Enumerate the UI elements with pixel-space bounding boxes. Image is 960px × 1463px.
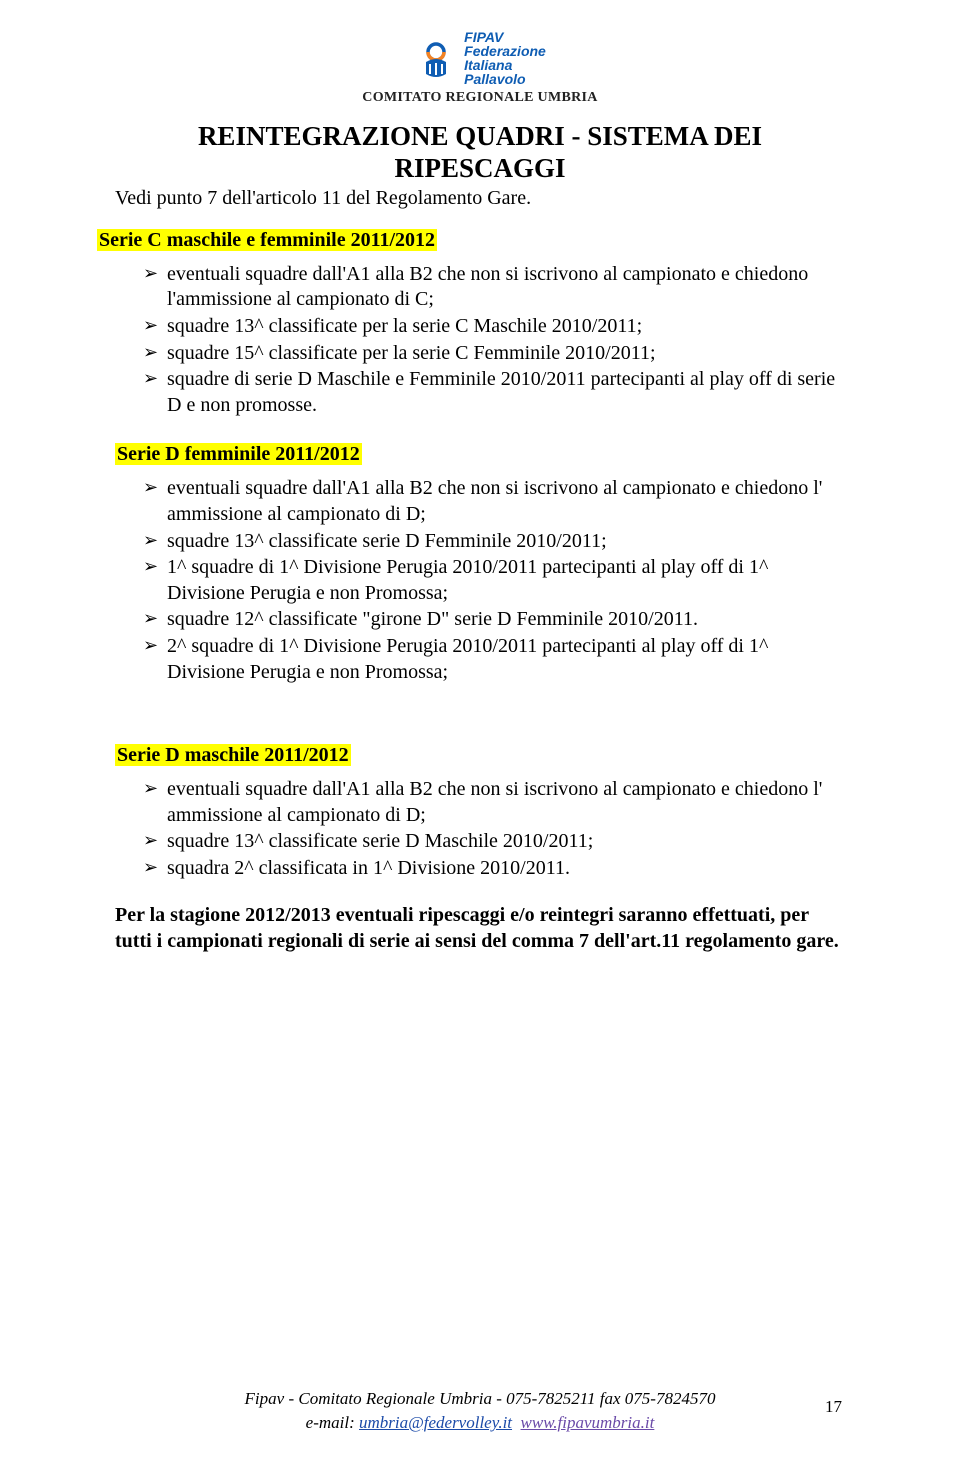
list-item: 2^ squadre di 1^ Divisione Perugia 2010/… [143, 634, 845, 685]
bullet-list: eventuali squadre dall'A1 alla B2 che no… [115, 476, 845, 685]
list-item: eventuali squadre dall'A1 alla B2 che no… [143, 476, 845, 527]
logo-line: Pallavolo [464, 72, 546, 86]
bullet-list: eventuali squadre dall'A1 alla B2 che no… [115, 262, 845, 419]
list-item: eventuali squadre dall'A1 alla B2 che no… [143, 777, 845, 828]
list-item: squadre 12^ classificate "girone D" seri… [143, 607, 845, 633]
footer-email-label: e-mail: [306, 1413, 359, 1432]
list-item: squadre di serie D Maschile e Femminile … [143, 367, 845, 418]
list-item: squadre 13^ classificate per la serie C … [143, 314, 845, 340]
footer-links: e-mail: umbria@federvolley.it www.fipavu… [0, 1413, 960, 1433]
fipav-logo-text: FIPAV Federazione Italiana Pallavolo [464, 30, 546, 86]
section-heading: Serie D maschile 2011/2012 [115, 744, 351, 766]
footer-email-link[interactable]: umbria@federvolley.it [359, 1413, 512, 1432]
page-footer: Fipav - Comitato Regionale Umbria - 075-… [0, 1389, 960, 1433]
fipav-logo-icon [414, 34, 458, 82]
list-item: squadre 15^ classificate per la serie C … [143, 341, 845, 367]
section-heading: Serie C maschile e femminile 2011/2012 [97, 229, 437, 251]
subtitle: Vedi punto 7 dell'articolo 11 del Regola… [115, 187, 845, 210]
spacer [115, 707, 845, 725]
list-item: 1^ squadre di 1^ Divisione Perugia 2010/… [143, 555, 845, 606]
list-item: squadre 13^ classificate serie D Maschil… [143, 829, 845, 855]
document-page: FIPAV Federazione Italiana Pallavolo COM… [0, 0, 960, 1463]
header-logo: FIPAV Federazione Italiana Pallavolo [115, 30, 845, 86]
title-line-1: REINTEGRAZIONE QUADRI - SISTEMA DEI [198, 121, 762, 151]
list-item: eventuali squadre dall'A1 alla B2 che no… [143, 262, 845, 313]
footer-contact: Fipav - Comitato Regionale Umbria - 075-… [0, 1389, 960, 1409]
page-title: REINTEGRAZIONE QUADRI - SISTEMA DEI RIPE… [115, 120, 845, 185]
footer-site-link[interactable]: www.fipavumbria.it [521, 1413, 655, 1432]
logo-line: Italiana [464, 58, 546, 72]
bullet-list: eventuali squadre dall'A1 alla B2 che no… [115, 777, 845, 881]
list-item: squadre 13^ classificate serie D Femmini… [143, 529, 845, 555]
section-serie-d-maschile: Serie D maschile 2011/2012 eventuali squ… [115, 741, 845, 881]
section-serie-d-femminile: Serie D femminile 2011/2012 eventuali sq… [115, 440, 845, 685]
logo-line: Federazione [464, 44, 546, 58]
title-line-2: RIPESCAGGI [394, 153, 565, 183]
section-serie-c: Serie C maschile e femminile 2011/2012 e… [115, 226, 845, 419]
section-heading: Serie D femminile 2011/2012 [115, 443, 362, 465]
logo-line: FIPAV [464, 30, 546, 44]
committee-subheader: COMITATO REGIONALE UMBRIA [115, 90, 845, 106]
closing-paragraph: Per la stagione 2012/2013 eventuali ripe… [115, 903, 845, 954]
list-item: squadra 2^ classificata in 1^ Divisione … [143, 856, 845, 882]
